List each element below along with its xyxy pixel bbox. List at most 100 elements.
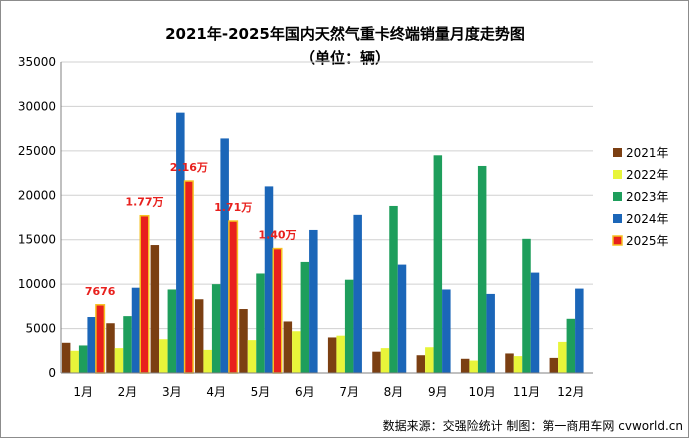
bar-2022-3	[159, 339, 168, 373]
x-tick-label: 4月	[206, 385, 226, 399]
y-tick-label: 35000	[18, 55, 56, 69]
y-axis-ticks: 0 5000 10000 15000 20000 25000 30000 35000	[18, 55, 56, 380]
legend-swatch	[613, 170, 622, 179]
bar-2024-9	[442, 289, 451, 373]
data-labels: 7676 1.77万 2.16万 1.71万 1.40万	[85, 161, 297, 298]
y-tick-label: 10000	[18, 277, 56, 291]
bar-2021-6	[283, 321, 293, 373]
y-tick-label: 30000	[18, 99, 56, 113]
data-label: 1.71万	[214, 201, 252, 214]
bar-2022-10	[469, 360, 478, 373]
bar-2023-9	[433, 155, 443, 373]
bar-2022-7	[336, 335, 345, 373]
bar-2021-8	[372, 351, 381, 373]
bar-2021-5	[239, 309, 248, 373]
bar-2022-2	[114, 348, 124, 373]
y-tick-label: 5000	[25, 322, 56, 336]
bar-2025-4	[228, 220, 239, 374]
x-tick-label: 10月	[469, 385, 496, 399]
bar-2021-7	[327, 337, 337, 373]
bar-2021-1	[61, 342, 71, 373]
bar-2021-12	[549, 357, 559, 373]
bar-2024-8	[397, 264, 407, 373]
y-tick-label: 15000	[18, 233, 56, 247]
legend-swatch	[613, 192, 622, 201]
bars	[61, 112, 584, 374]
legend-swatch	[613, 148, 622, 157]
bar-2021-11	[505, 353, 514, 373]
data-label: 1.40万	[258, 229, 296, 242]
bar-2023-4	[211, 284, 221, 373]
legend-label: 2024年	[626, 212, 669, 226]
legend-swatch	[612, 235, 623, 246]
bar-2024-5	[264, 186, 274, 373]
bar-2021-10	[460, 358, 470, 373]
x-tick-label: 11月	[513, 385, 540, 399]
bar-2023-3	[167, 289, 177, 373]
x-tick-label: 8月	[384, 385, 404, 399]
bar-2024-4	[220, 138, 229, 373]
y-tick-label: 0	[48, 366, 56, 380]
bar-2023-8	[389, 205, 398, 373]
bar-2023-10	[477, 165, 487, 373]
y-tick-label: 25000	[18, 144, 56, 158]
bar-2021-4	[194, 299, 204, 373]
bar-2024-1	[87, 317, 96, 373]
legend-label: 2021年	[626, 146, 669, 160]
x-axis-ticks: 1月 2月 3月 4月 5月 6月 7月 8月 9月 10月 11月 12月	[73, 385, 584, 399]
bar-2024-11	[530, 272, 540, 373]
bar-2022-5	[247, 340, 257, 373]
legend: 2021年 2022年 2023年 2024年 2025年	[612, 146, 669, 248]
x-tick-label: 12月	[557, 385, 584, 399]
bar-2025-2	[139, 214, 150, 374]
legend-label: 2022年	[626, 168, 669, 182]
bar-2022-11	[513, 356, 523, 373]
x-tick-label: 3月	[162, 385, 182, 399]
bar-2022-12	[558, 341, 567, 373]
bar-2023-1	[78, 345, 88, 373]
x-tick-label: 9月	[428, 385, 448, 399]
x-tick-label: 2月	[118, 385, 138, 399]
x-tick-label: 7月	[339, 385, 359, 399]
chart-title: 2021年-2025年国内天然气重卡终端销量月度走势图	[165, 25, 525, 43]
legend-label: 2023年	[626, 190, 669, 204]
axes	[60, 62, 593, 374]
bar-2025-1	[95, 304, 106, 374]
legend-swatch	[613, 214, 622, 223]
bar-2025-3	[183, 180, 194, 374]
x-tick-label: 6月	[295, 385, 315, 399]
bar-2024-10	[486, 293, 495, 373]
bar-2022-1	[70, 350, 79, 373]
bar-2022-9	[425, 347, 434, 373]
bar-2023-5	[256, 273, 265, 373]
data-label: 1.77万	[125, 196, 163, 209]
bar-2023-7	[344, 279, 354, 373]
bar-2024-12	[575, 288, 584, 373]
bar-2024-3	[176, 112, 185, 374]
data-label: 2.16万	[170, 161, 208, 174]
bar-2021-2	[106, 323, 115, 373]
gridlines	[61, 61, 593, 330]
bar-2024-6	[309, 229, 318, 373]
source-note: 数据来源：交强险统计 制图：第一商用车网 cvworld.cn	[383, 418, 683, 433]
legend-label: 2025年	[626, 234, 669, 248]
y-tick-label: 20000	[18, 188, 56, 202]
bar-2023-12	[566, 318, 576, 373]
bar-2025-5	[272, 247, 283, 374]
bar-2023-2	[123, 316, 132, 373]
bar-2022-4	[203, 349, 212, 373]
bar-2022-6	[292, 331, 301, 373]
chart-subtitle: （单位：辆）	[300, 49, 390, 67]
bar-2021-9	[416, 355, 426, 373]
bar-2024-7	[353, 214, 362, 373]
data-label: 7676	[85, 285, 116, 298]
bar-2022-8	[380, 348, 390, 373]
x-tick-label: 1月	[73, 385, 93, 399]
bar-2023-6	[300, 261, 310, 373]
bar-2023-11	[522, 238, 531, 373]
x-tick-label: 5月	[251, 385, 271, 399]
bar-2021-3	[150, 245, 160, 373]
bar-2024-2	[131, 287, 141, 373]
